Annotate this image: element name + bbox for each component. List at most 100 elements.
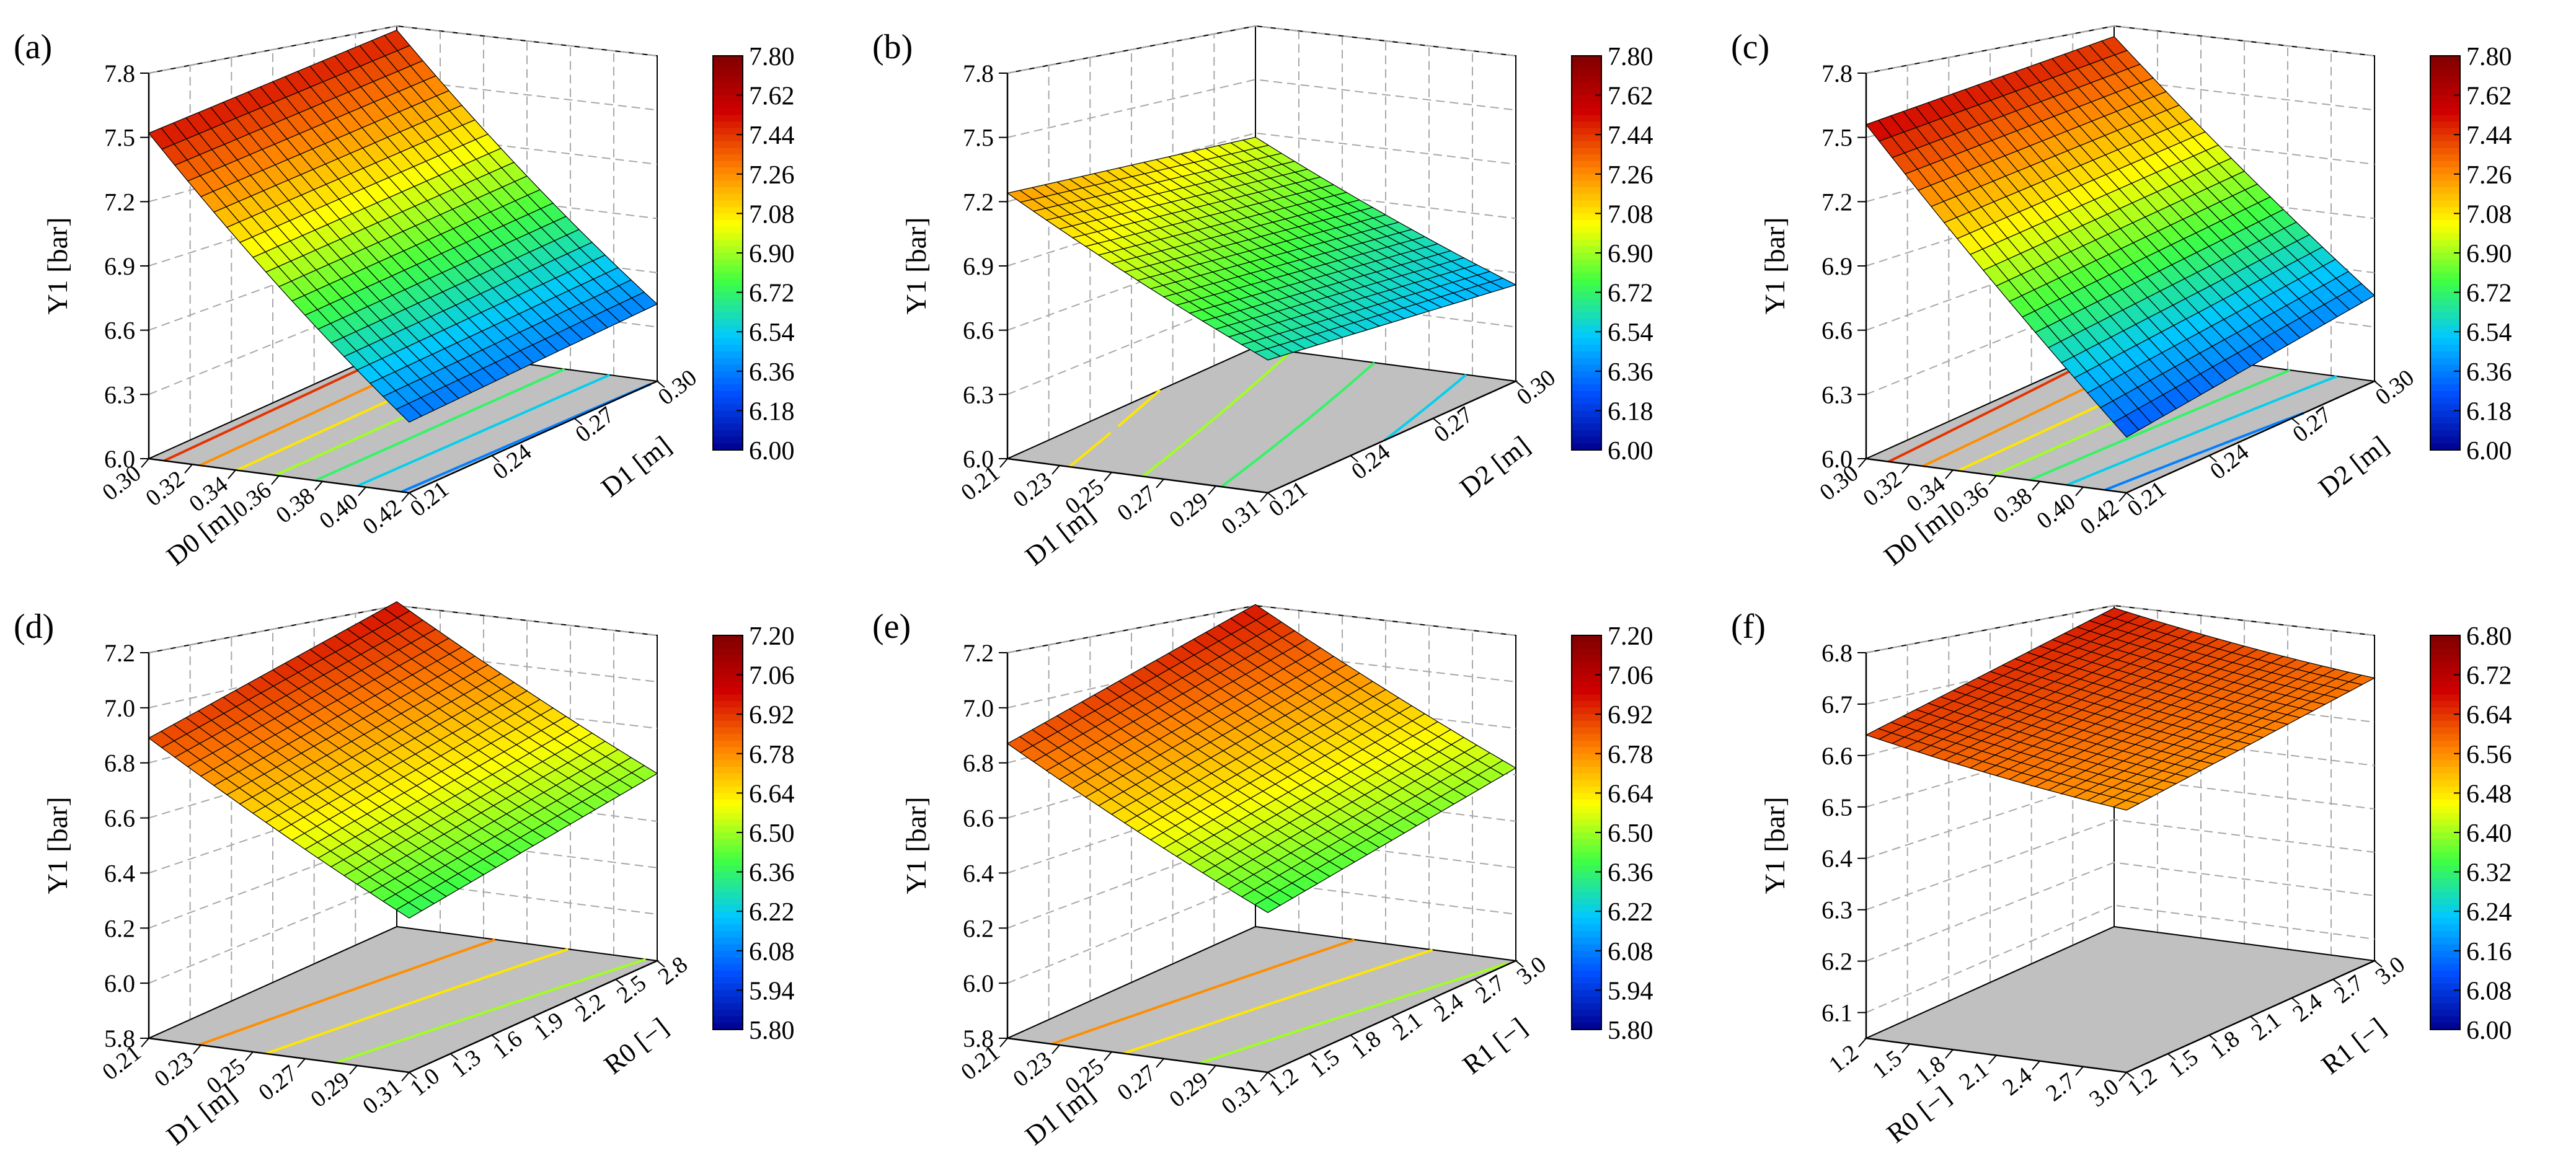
colorbar-swatch xyxy=(2430,246,2460,254)
colorbar-swatch xyxy=(1572,443,1601,451)
colorbar-swatch xyxy=(2430,82,2460,89)
colorbar-tick-label: 6.92 xyxy=(1608,701,1653,730)
colorbar-tick-label: 7.20 xyxy=(749,622,795,651)
colorbar-swatch xyxy=(713,648,743,656)
z-tick-label: 6.0 xyxy=(1821,445,1852,473)
x1-tick xyxy=(141,1038,149,1048)
colorbar-swatch xyxy=(1572,819,1601,826)
chart-panel: 5.86.06.26.46.66.87.07.2Y1 [bar]0.21 0.23… xyxy=(872,604,1653,1151)
response-surface xyxy=(148,29,658,423)
x1-tick-label: 3.0 xyxy=(2084,1074,2123,1112)
z-axis-label: Y1 [bar] xyxy=(1759,217,1790,314)
colorbar-swatch xyxy=(713,720,743,728)
z-axis-label: Y1 [bar] xyxy=(1759,797,1790,894)
colorbar-swatch xyxy=(2430,839,2460,846)
wall-gridline xyxy=(1866,604,2375,653)
colorbar-swatch xyxy=(1572,299,1601,306)
x2-tick xyxy=(2208,1035,2217,1042)
colorbar-swatch xyxy=(2430,233,2460,241)
x1-tick-label: 0.23 xyxy=(1008,467,1056,513)
colorbar-swatch xyxy=(2430,141,2460,148)
colorbar-swatch xyxy=(713,417,743,425)
colorbar-tick-label: 6.22 xyxy=(749,898,795,927)
colorbar-swatch xyxy=(2430,345,2460,352)
x1-tick xyxy=(1901,1043,1910,1053)
colorbar-swatch xyxy=(2430,135,2460,142)
contour-line xyxy=(1220,361,1376,488)
colorbar-swatch xyxy=(1572,839,1601,846)
colorbar-swatch xyxy=(713,384,743,392)
x2-tick-label: 3.0 xyxy=(2371,951,2410,990)
colorbar-swatch xyxy=(713,108,743,115)
colorbar-swatch xyxy=(713,404,743,411)
x1-axis-label: D1 [m] xyxy=(1019,1079,1100,1152)
colorbar-swatch xyxy=(713,371,743,378)
colorbar-swatch xyxy=(713,655,743,662)
colorbar-swatch xyxy=(713,410,743,418)
colorbar-swatch xyxy=(2430,707,2460,715)
colorbar-swatch xyxy=(713,332,743,339)
colorbar-swatch xyxy=(713,430,743,438)
x2-tick-label: 0.30 xyxy=(653,364,702,410)
surface-cell xyxy=(395,403,423,423)
colorbar-swatch xyxy=(1572,384,1601,392)
colorbar-swatch xyxy=(1572,832,1601,840)
colorbar-swatch xyxy=(1572,325,1601,332)
colorbar-swatch xyxy=(2430,417,2460,425)
z-tick-label: 7.8 xyxy=(963,60,994,87)
colorbar-swatch xyxy=(713,990,743,997)
colorbar-swatch xyxy=(1572,806,1601,813)
colorbar-swatch xyxy=(1572,404,1601,411)
colorbar-swatch xyxy=(2430,806,2460,813)
x1-tick xyxy=(1945,1049,1954,1059)
x2-tick xyxy=(2208,455,2217,462)
colorbar-swatch xyxy=(1572,128,1601,135)
colorbar-swatch xyxy=(2430,148,2460,155)
colorbar-swatch xyxy=(713,714,743,722)
colorbar-swatch xyxy=(1572,108,1601,115)
colorbar-tick-label: 6.40 xyxy=(2466,819,2512,848)
colorbar-swatch xyxy=(2430,983,2460,991)
colorbar-tick-label: 7.08 xyxy=(2466,200,2512,229)
colorbar-swatch xyxy=(713,180,743,188)
colorbar-swatch xyxy=(2430,108,2460,115)
x1-tick xyxy=(1945,469,1954,479)
x1-tick xyxy=(1156,1058,1164,1068)
colorbar-swatch xyxy=(1572,885,1601,892)
z-tick-label: 6.6 xyxy=(104,317,135,345)
colorbar-swatch xyxy=(2430,384,2460,392)
colorbar-swatch xyxy=(2430,200,2460,208)
colorbar-tick-label: 6.22 xyxy=(1608,898,1653,927)
z-tick-label: 6.6 xyxy=(104,805,135,832)
colorbar-tick-label: 7.80 xyxy=(2466,43,2512,71)
colorbar-swatch xyxy=(2430,793,2460,800)
colorbar-swatch xyxy=(2430,944,2460,951)
colorbar-swatch xyxy=(713,917,743,925)
chart-panel: 6.06.36.66.97.27.57.8Y1 [bar]0.21 0.23 0.2… xyxy=(872,25,1653,572)
z-tick-label: 6.2 xyxy=(104,914,135,942)
colorbar-tick-label: 6.08 xyxy=(2466,977,2512,1005)
colorbar-swatch xyxy=(1572,747,1601,754)
colorbar-swatch xyxy=(1572,687,1601,695)
x1-tick-label: 0.42 xyxy=(2075,494,2123,540)
colorbar-swatch xyxy=(713,970,743,978)
colorbar-swatch xyxy=(2430,911,2460,919)
x2-tick xyxy=(1267,1072,1276,1079)
z-tick-label: 6.9 xyxy=(1821,252,1852,280)
x2-tick xyxy=(1433,997,1441,1005)
colorbar-swatch xyxy=(2430,668,2460,676)
colorbar-swatch xyxy=(713,95,743,102)
colorbar-swatch xyxy=(2430,937,2460,945)
colorbar-swatch xyxy=(1572,858,1601,866)
colorbar-swatch xyxy=(2430,727,2460,735)
colorbar-swatch xyxy=(713,167,743,175)
x1-tick xyxy=(1858,458,1867,468)
colorbar-swatch xyxy=(713,747,743,754)
colorbar-swatch xyxy=(1572,977,1601,984)
x2-axis-label: R1 [−] xyxy=(1457,1012,1533,1080)
colorbar-swatch xyxy=(2430,167,2460,175)
colorbar-swatch xyxy=(713,56,743,63)
colorbar-tick-label: 6.36 xyxy=(749,358,795,387)
colorbar-tick-label: 6.36 xyxy=(2466,358,2512,387)
